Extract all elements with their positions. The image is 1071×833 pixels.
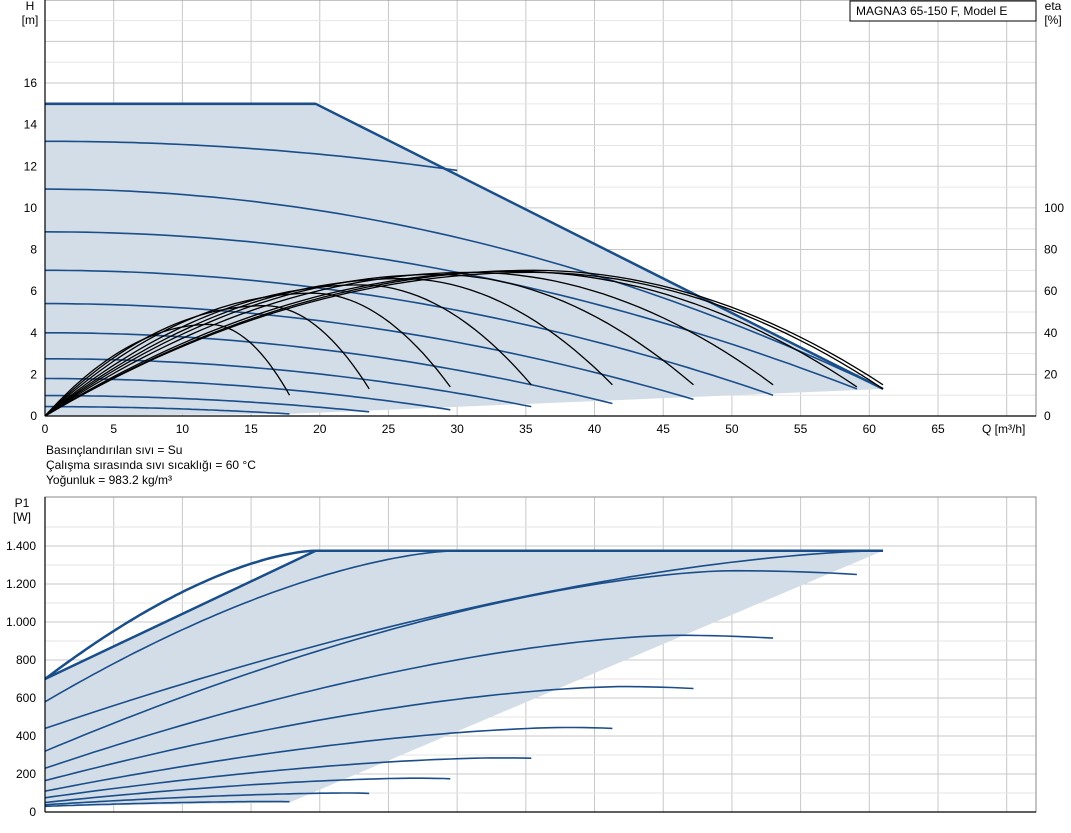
x-tick-label: 20	[313, 422, 327, 436]
head-curve-6	[45, 332, 613, 405]
fluid-info-line1: Basınçlandırılan sıvı = Su	[46, 443, 182, 457]
eta-curve-2	[44, 292, 451, 417]
x-tick-label: 25	[382, 422, 396, 436]
power-axis-name: P1	[15, 496, 30, 510]
x-tick-label: 50	[725, 422, 739, 436]
x-tick-label: 0	[42, 422, 49, 436]
x-tick-label: 35	[519, 422, 533, 436]
head-y-tick-label: 14	[24, 118, 38, 132]
x-tick-label: 40	[588, 422, 602, 436]
power-curve-1	[44, 550, 458, 703]
x-axis-label: Q [m³/h]	[982, 422, 1025, 436]
power-operating-area	[45, 550, 884, 807]
eta-curve-4	[44, 277, 613, 417]
power-y-tick-label: 400	[16, 729, 36, 743]
eta-curve-5	[44, 273, 694, 417]
eta-curve-6	[44, 271, 774, 417]
head-axis-unit: [m]	[22, 13, 39, 27]
power-y-tick-label: 200	[16, 767, 36, 781]
x-tick-label: 45	[657, 422, 671, 436]
power-axis-unit: [W]	[13, 510, 31, 524]
head-operating-area	[45, 103, 884, 416]
head-chart: 0 2 4 6 8 10 12 14 16 0 5 10 15 20 25 30 35 40 45 50 55 60 65 0…	[22, 0, 1064, 436]
power-y-tick-label: 0	[29, 805, 36, 819]
power-curve-7	[44, 757, 532, 799]
eta-curve-8	[44, 269, 884, 417]
power-curve-10	[44, 800, 290, 808]
model-label-box: MAGNA3 65-150 F, Model E	[849, 0, 1037, 22]
power-y-tick-label: 1.000	[6, 615, 36, 629]
head-y-tick-label: 2	[30, 367, 37, 381]
x-tick-label: 30	[450, 422, 464, 436]
head-curve-5	[45, 302, 694, 401]
power-y-tick-label: 1.200	[6, 577, 36, 591]
head-curve-3	[44, 231, 858, 390]
head-curve-1	[45, 140, 458, 172]
head-curve-10	[45, 405, 290, 415]
power-y-tick-label: 1.400	[6, 539, 36, 553]
eta-tick-label: 20	[1044, 367, 1058, 381]
head-curve-2	[44, 188, 884, 390]
head-y-tick-label: 6	[30, 284, 37, 298]
head-y-tick-label: 10	[24, 201, 38, 215]
head-axis-name: H	[26, 0, 35, 13]
eta-curve-1	[44, 305, 370, 417]
power-curve-6	[44, 726, 613, 792]
head-y-tick-label: 4	[30, 326, 37, 340]
power-curve-0	[44, 549, 316, 680]
power-curve-4	[44, 634, 774, 770]
power-curve-9	[44, 792, 370, 806]
x-tick-label: 60	[863, 422, 877, 436]
eta-axis-unit: [%]	[1044, 13, 1061, 27]
power-y-tick-label: 600	[16, 691, 36, 705]
eta-tick-label: 0	[1044, 409, 1051, 423]
head-y-tick-label: 8	[30, 243, 37, 257]
power-curve-8	[44, 777, 451, 804]
head-max-curve	[45, 102, 884, 391]
power-max-curve	[44, 549, 884, 681]
power-curve-3	[44, 569, 857, 752]
x-tick-label: 55	[794, 422, 808, 436]
eta-axis-name: eta	[1045, 0, 1062, 13]
head-y-tick-label: 0	[30, 409, 37, 423]
fluid-info: Basınçlandırılan sıvı = Su Çalışma sıras…	[46, 443, 256, 487]
head-y-tick-label: 16	[24, 76, 38, 90]
power-chart: 0 200 400 600 800 1.000 1.200 1.400 P1[W]	[6, 496, 1037, 819]
eta-curve-9	[44, 271, 884, 417]
eta-curve-3	[44, 284, 532, 417]
x-tick-label: 10	[176, 422, 190, 436]
power-curve-2	[44, 550, 884, 730]
power-curve-5	[44, 685, 694, 782]
model-label: MAGNA3 65-150 F, Model E	[856, 4, 1007, 18]
fluid-info-line2: Çalışma sırasında sıvı sıcaklığı = 60 °C	[46, 458, 256, 472]
x-tick-label: 5	[110, 422, 117, 436]
x-tick-label: 15	[244, 422, 258, 436]
x-tick-label: 65	[931, 422, 945, 436]
head-curve-9	[45, 394, 370, 413]
power-y-tick-label: 800	[16, 653, 36, 667]
head-y-tick-label: 12	[24, 159, 38, 173]
fluid-info-line3: Yoğunluk = 983.2 kg/m³	[46, 473, 172, 487]
eta-tick-label: 60	[1044, 284, 1058, 298]
eta-curve-0	[44, 323, 291, 417]
eta-tick-label: 40	[1044, 326, 1058, 340]
eta-tick-label: 80	[1044, 243, 1058, 257]
eta-tick-label: 100	[1044, 201, 1064, 215]
head-curve-4	[45, 269, 774, 396]
